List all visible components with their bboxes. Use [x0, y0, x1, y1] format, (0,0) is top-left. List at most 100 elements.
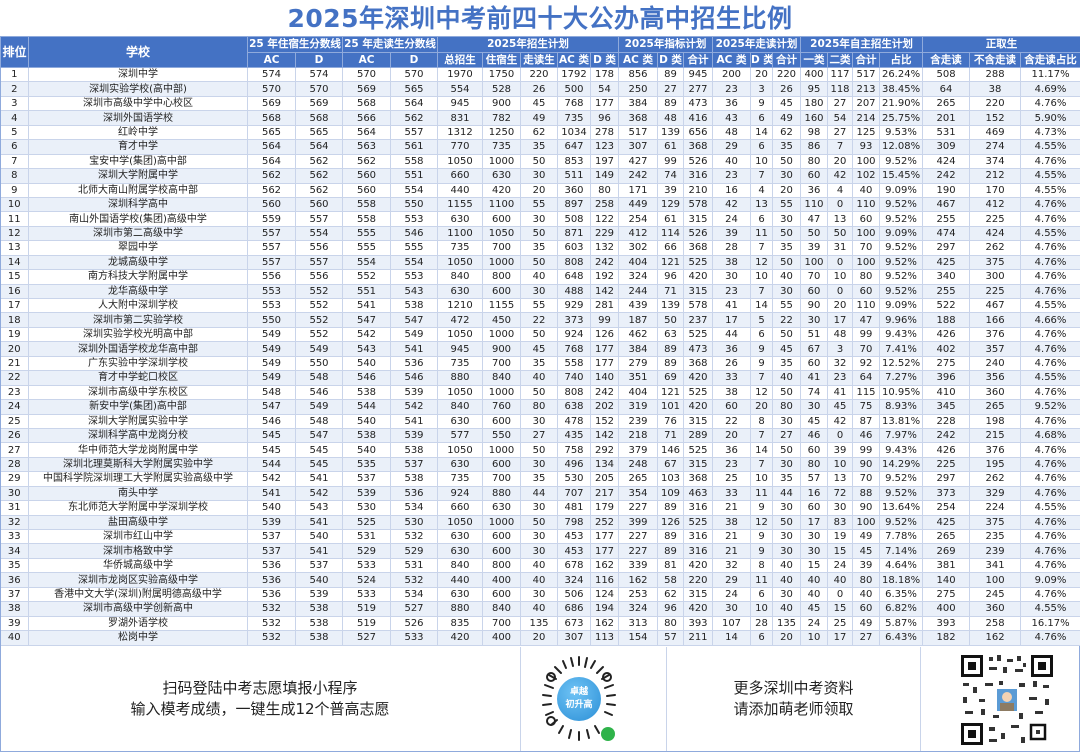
value-cell: 9.52%: [1020, 399, 1080, 415]
school-name-cell: 人大附中深圳学校: [28, 298, 248, 314]
value-cell: 393: [922, 616, 971, 632]
value-cell: 50: [772, 385, 801, 401]
value-cell: 30: [520, 500, 558, 516]
value-cell: 12: [750, 255, 773, 271]
value-cell: 188: [922, 312, 971, 328]
value-cell: 81: [657, 558, 684, 574]
table-row: 4 深圳外国语学校 568 568 566 562 831 782 49 735 96 368 48 41…: [0, 110, 1080, 126]
value-cell: 449: [618, 197, 658, 213]
value-cell: 856: [618, 67, 658, 83]
value-cell: 536: [247, 558, 296, 574]
value-cell: 798: [557, 515, 591, 531]
col-school-header: 学校: [28, 36, 248, 68]
value-cell: 9: [750, 500, 773, 516]
value-cell: 62: [772, 125, 801, 141]
value-cell: 35: [772, 240, 801, 256]
value-cell: 553: [390, 269, 438, 285]
value-cell: 275: [922, 356, 971, 372]
value-cell: 177: [590, 529, 619, 545]
value-cell: 265: [922, 529, 971, 545]
value-cell: 700: [482, 471, 521, 487]
value-cell: 50: [520, 515, 558, 531]
value-cell: 4.76%: [1020, 457, 1080, 473]
value-cell: 9.52%: [879, 255, 924, 271]
value-cell: 424: [922, 154, 971, 170]
value-cell: 14: [750, 298, 773, 314]
table-row: 39 罗湖外语学校 532 538 519 526 835 700 135 673 162 313 80…: [0, 616, 1080, 632]
value-cell: 121: [657, 385, 684, 401]
value-cell: 556: [295, 240, 343, 256]
value-cell: 554: [342, 255, 391, 271]
value-cell: 578: [683, 298, 713, 314]
value-cell: 9: [750, 96, 773, 112]
value-cell: 1970: [437, 67, 483, 83]
value-cell: 539: [295, 587, 343, 603]
value-cell: 41: [712, 298, 751, 314]
value-cell: 439: [618, 298, 658, 314]
value-cell: 900: [482, 96, 521, 112]
table-row: 35 华侨城高级中学 536 537 533 531 840 800 40 678 162 339 81…: [0, 558, 1080, 574]
value-cell: 240: [969, 356, 1022, 372]
value-cell: 4.55%: [1020, 370, 1080, 386]
value-cell: 566: [342, 110, 391, 126]
value-cell: 6: [750, 139, 773, 155]
value-cell: 202: [590, 399, 619, 415]
value-cell: 40: [520, 572, 558, 588]
value-cell: 32: [827, 356, 853, 372]
value-cell: 399: [618, 515, 658, 531]
school-name-cell: 深圳市第二高级中学: [28, 226, 248, 242]
value-cell: 114: [657, 226, 684, 242]
value-cell: 13.64%: [879, 500, 924, 516]
value-cell: 402: [922, 341, 971, 357]
value-cell: 871: [557, 226, 591, 242]
value-cell: 550: [247, 312, 296, 328]
value-cell: 467: [922, 197, 971, 213]
wechat-qr-code[interactable]: [921, 647, 1079, 751]
rank-cell: 15: [0, 269, 29, 285]
value-cell: 782: [482, 110, 521, 126]
value-cell: 13: [827, 211, 853, 227]
value-cell: 412: [969, 197, 1022, 213]
value-cell: 87: [852, 414, 880, 429]
value-cell: 16: [712, 183, 751, 198]
table-row: 23 深圳市高级中学东校区 548 546 538 539 1050 1000 50 808 242…: [0, 385, 1080, 401]
value-cell: 278: [590, 125, 619, 141]
value-cell: 545: [295, 457, 343, 473]
value-cell: 10: [750, 154, 773, 170]
rank-cell: 35: [0, 558, 29, 574]
value-cell: 18.18%: [879, 572, 924, 588]
value-cell: 533: [390, 630, 438, 646]
value-cell: 4.76%: [1020, 529, 1080, 545]
value-cell: 553: [247, 298, 296, 314]
mini-program-code[interactable]: 卓越 初升高: [521, 647, 667, 751]
value-cell: 60: [852, 211, 880, 227]
value-cell: 47: [852, 312, 880, 328]
value-cell: 227: [618, 529, 658, 545]
value-cell: 50: [657, 312, 684, 328]
rank-cell: 39: [0, 616, 29, 632]
school-name-cell: 深圳外国语学校: [28, 110, 248, 126]
value-cell: 90: [852, 500, 880, 516]
table-row: 16 龙华高级中学 553 552 551 543 630 600 30 488 142 244 71 3…: [0, 284, 1080, 300]
value-cell: 537: [295, 558, 343, 574]
value-cell: 488: [557, 284, 591, 300]
value-cell: 568: [295, 110, 343, 126]
col-quota-sum: 合计: [683, 51, 713, 68]
value-cell: 27: [827, 96, 853, 112]
value-cell: 4.55%: [1020, 500, 1080, 516]
value-cell: 542: [247, 471, 296, 487]
value-cell: 70: [800, 269, 828, 285]
value-cell: 123: [590, 139, 619, 155]
value-cell: 262: [969, 471, 1022, 487]
value-cell: 30: [520, 543, 558, 559]
value-cell: 10: [750, 269, 773, 285]
col-self-class2: 二类: [827, 51, 853, 68]
value-cell: 55: [772, 298, 801, 314]
value-cell: 900: [482, 341, 521, 357]
value-cell: 109: [657, 486, 684, 502]
value-cell: 258: [969, 616, 1022, 632]
school-name-cell: 广东实验中学深圳学校: [28, 356, 248, 372]
value-cell: 242: [922, 428, 971, 444]
value-cell: 548: [247, 385, 296, 401]
value-cell: 24: [712, 211, 751, 227]
